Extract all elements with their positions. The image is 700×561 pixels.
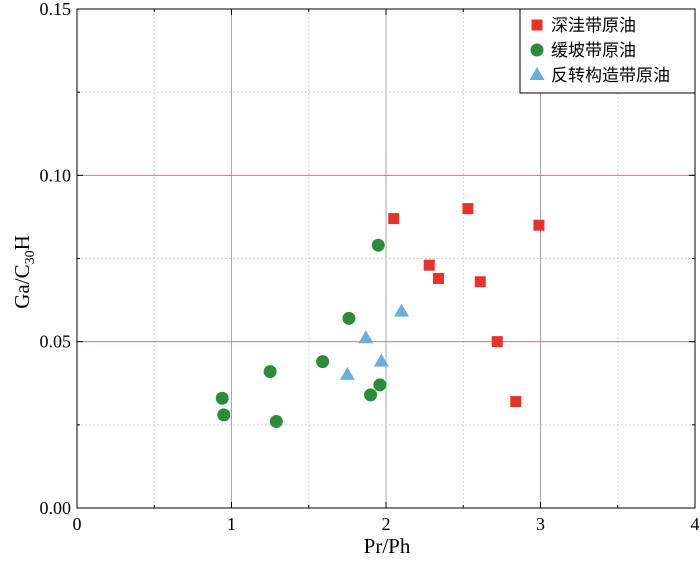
x-tick-label: 1: [227, 514, 236, 534]
data-point-circle: [342, 311, 356, 325]
x-tick-label: 4: [691, 514, 700, 534]
legend-marker-triangle: [529, 66, 545, 80]
data-point-circle: [269, 415, 283, 429]
legend-marker-square: [531, 19, 543, 31]
grid: [77, 9, 695, 508]
data-point-circle: [373, 378, 387, 392]
data-markers: [215, 203, 545, 429]
data-point-square: [510, 396, 522, 408]
legend-marker-circle: [530, 43, 544, 57]
tick-labels: 0 1 2 3 4 0.00 0.05 0.10 0.15: [40, 0, 700, 534]
data-point-circle: [371, 238, 385, 252]
data-point-circle: [316, 355, 330, 369]
data-point-circle: [364, 388, 378, 402]
y-axis-title-main: Ga/C: [10, 264, 34, 308]
data-point-square: [462, 203, 474, 215]
legend-label: 缓坡带原油: [551, 41, 636, 61]
y-axis-title: Ga/C30H: [10, 235, 38, 309]
data-point-triangle: [358, 330, 374, 344]
legend-label: 反转构造带原油: [551, 66, 670, 86]
x-tick-label: 3: [536, 514, 545, 534]
data-point-circle: [215, 391, 229, 405]
data-point-triangle: [393, 303, 409, 317]
y-tick-label: 0.05: [40, 332, 72, 352]
data-point-circle: [263, 365, 277, 379]
y-axis-title-tail: H: [10, 235, 34, 250]
x-axis-title: Pr/Ph: [364, 534, 411, 558]
y-tick-label: 0.00: [40, 498, 72, 518]
data-point-square: [423, 259, 435, 271]
data-point-square: [433, 272, 445, 284]
data-point-square: [474, 276, 486, 288]
data-point-square: [533, 219, 545, 231]
y-tick-label: 0.15: [40, 0, 72, 19]
y-axis-title-subscript: 30: [23, 250, 38, 264]
data-point-triangle: [373, 353, 389, 367]
y-tick-label: 0.10: [40, 165, 72, 185]
legend-label: 深洼带原油: [551, 16, 636, 36]
data-point-square: [388, 213, 400, 225]
x-tick-label: 2: [382, 514, 391, 534]
data-point-circle: [217, 408, 231, 422]
x-tick-label: 0: [73, 514, 82, 534]
legend-box: [519, 8, 696, 94]
data-point-triangle: [339, 366, 355, 380]
data-point-square: [491, 336, 503, 348]
